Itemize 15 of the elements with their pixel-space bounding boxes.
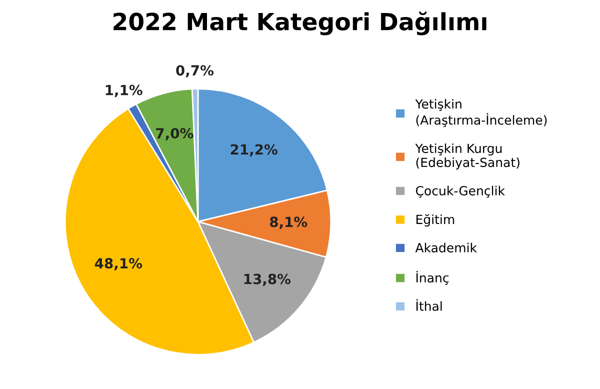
legend-label: Yetişkin (Araştırma-İnceleme) bbox=[415, 99, 547, 127]
legend-label: Akademik bbox=[415, 242, 477, 252]
data-label: 0,7% bbox=[176, 65, 214, 78]
legend-label: İthal bbox=[416, 299, 442, 311]
legend-label: Yetişkin Kurgu (Edebiyat-Sanat) bbox=[415, 143, 520, 170]
data-label: 13,8% bbox=[244, 274, 291, 286]
data-label: 21,2% bbox=[230, 144, 278, 156]
chart-title: 2022 Mart Kategori Dağılımı bbox=[114, 12, 486, 36]
data-label: 48,1% bbox=[94, 258, 142, 270]
data-label: 7,0% bbox=[156, 128, 194, 140]
legend-label: Çocuk-Gençlik bbox=[416, 186, 505, 198]
data-label: 1,1% bbox=[106, 84, 142, 98]
data-label: 8,1% bbox=[270, 216, 308, 229]
legend-label: Eğitim bbox=[416, 214, 454, 227]
legend-label: İnanç bbox=[416, 270, 449, 285]
